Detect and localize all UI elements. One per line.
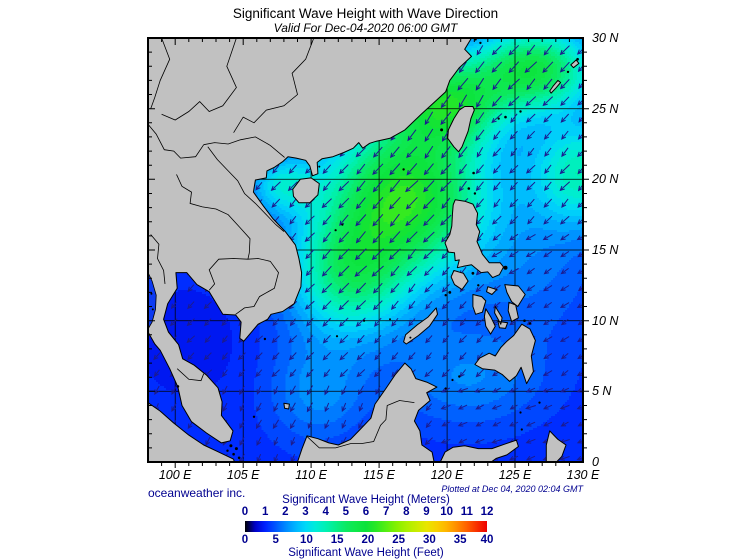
- land-masses: [148, 38, 580, 462]
- lon-label: 115 E: [363, 468, 395, 482]
- colorbar-gradient: [245, 521, 487, 532]
- chart-title: Significant Wave Height with Wave Direct…: [232, 6, 499, 21]
- colorbar-meter-tick: 7: [382, 506, 390, 518]
- lat-label: 20 N: [592, 172, 619, 187]
- colorbar-meter-tick: 9: [423, 506, 430, 518]
- colorbar-feet-tick: 0: [241, 534, 249, 546]
- colorbar-meter-tick: 3: [302, 506, 309, 518]
- colorbar-meter-tick: 12: [480, 506, 494, 518]
- colorbar-meter-tick: 4: [322, 506, 329, 518]
- colorbar-feet-tick: 20: [361, 534, 375, 546]
- small-islands: [150, 38, 579, 460]
- colorbar-meter-tick: 2: [282, 506, 289, 518]
- colorbar-feet-tick: 15: [330, 534, 344, 546]
- colorbar-feet-tick: 10: [300, 534, 313, 546]
- lat-label: 5 N: [592, 384, 612, 399]
- colorbar-meter-tick: 1: [261, 506, 269, 518]
- lon-label: 110 E: [295, 468, 327, 482]
- lon-label: 130 E: [566, 468, 600, 482]
- credit-text: oceanweather inc.: [148, 486, 246, 500]
- map-frame: [147, 37, 584, 463]
- colorbar-title-feet: Significant Wave Height (Feet): [288, 547, 444, 559]
- lat-label: 30 N: [592, 31, 619, 45]
- colorbar-feet-tick: 25: [392, 534, 406, 546]
- axis-ticks: [148, 38, 589, 468]
- colorbar-feet-tick: 5: [272, 534, 279, 546]
- plotted-timestamp: Plotted at Dec 04, 2020 02:04 GMT: [441, 484, 583, 494]
- map-overlay: [147, 37, 589, 468]
- andaman-sea-patch: [148, 272, 157, 330]
- colorbar-meter-tick: 11: [460, 506, 473, 518]
- lon-label: 100 E: [158, 468, 192, 482]
- colorbar-meter-tick: 0: [241, 506, 249, 518]
- chart-subtitle: Valid For Dec-04-2020 06:00 GMT: [273, 21, 458, 35]
- colorbar-feet-tick: 40: [480, 534, 494, 546]
- lat-label: 0: [592, 455, 599, 469]
- colorbar-meter-tick: 8: [403, 506, 410, 518]
- colorbar-feet-tick: 35: [453, 534, 467, 546]
- colorbar-feet-tick: 30: [422, 534, 436, 546]
- lat-label: 15 N: [592, 243, 619, 257]
- lat-label: 10 N: [592, 313, 619, 328]
- colorbar-title-meters: Significant Wave Height (Meters): [282, 494, 450, 506]
- lon-label: 125 E: [498, 468, 532, 482]
- colorbar-meter-tick: 6: [362, 506, 370, 518]
- lat-label: 25 N: [592, 101, 619, 116]
- country-borders: [148, 38, 415, 449]
- colorbar-meter-tick: 10: [440, 506, 454, 518]
- lon-label: 105 E: [226, 468, 260, 482]
- lon-label: 120 E: [430, 468, 464, 482]
- colorbar-meter-tick: 5: [342, 506, 350, 518]
